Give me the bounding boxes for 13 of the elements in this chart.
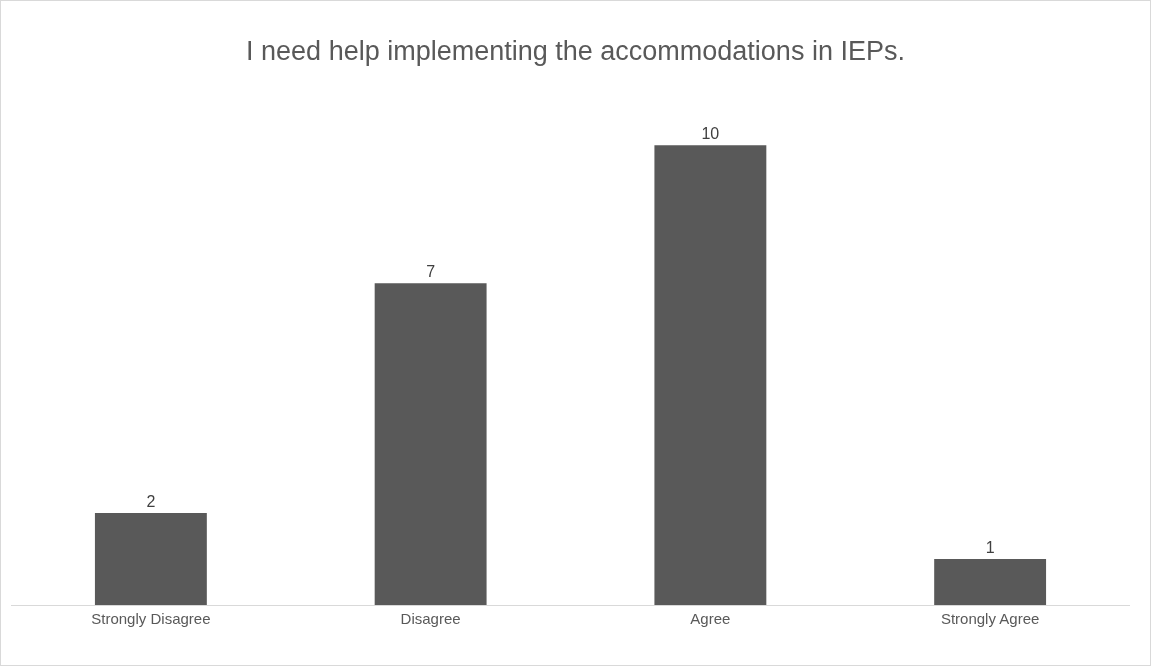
x-tick-label: Strongly Disagree: [91, 610, 211, 627]
bar: [94, 513, 207, 605]
bar: [934, 559, 1047, 605]
x-tick-label: Strongly Agree: [940, 610, 1040, 627]
bar: [374, 283, 487, 605]
x-tick-label: Agree: [690, 610, 731, 627]
chart-title: I need help implementing the accommodations in IEPs.: [246, 35, 905, 66]
bar: [654, 145, 767, 605]
data-label: 7: [426, 263, 436, 281]
x-tick-label: Disagree: [400, 610, 461, 627]
data-label: 2: [146, 493, 156, 511]
data-label: 1: [985, 539, 995, 557]
data-label: 10: [701, 125, 720, 143]
